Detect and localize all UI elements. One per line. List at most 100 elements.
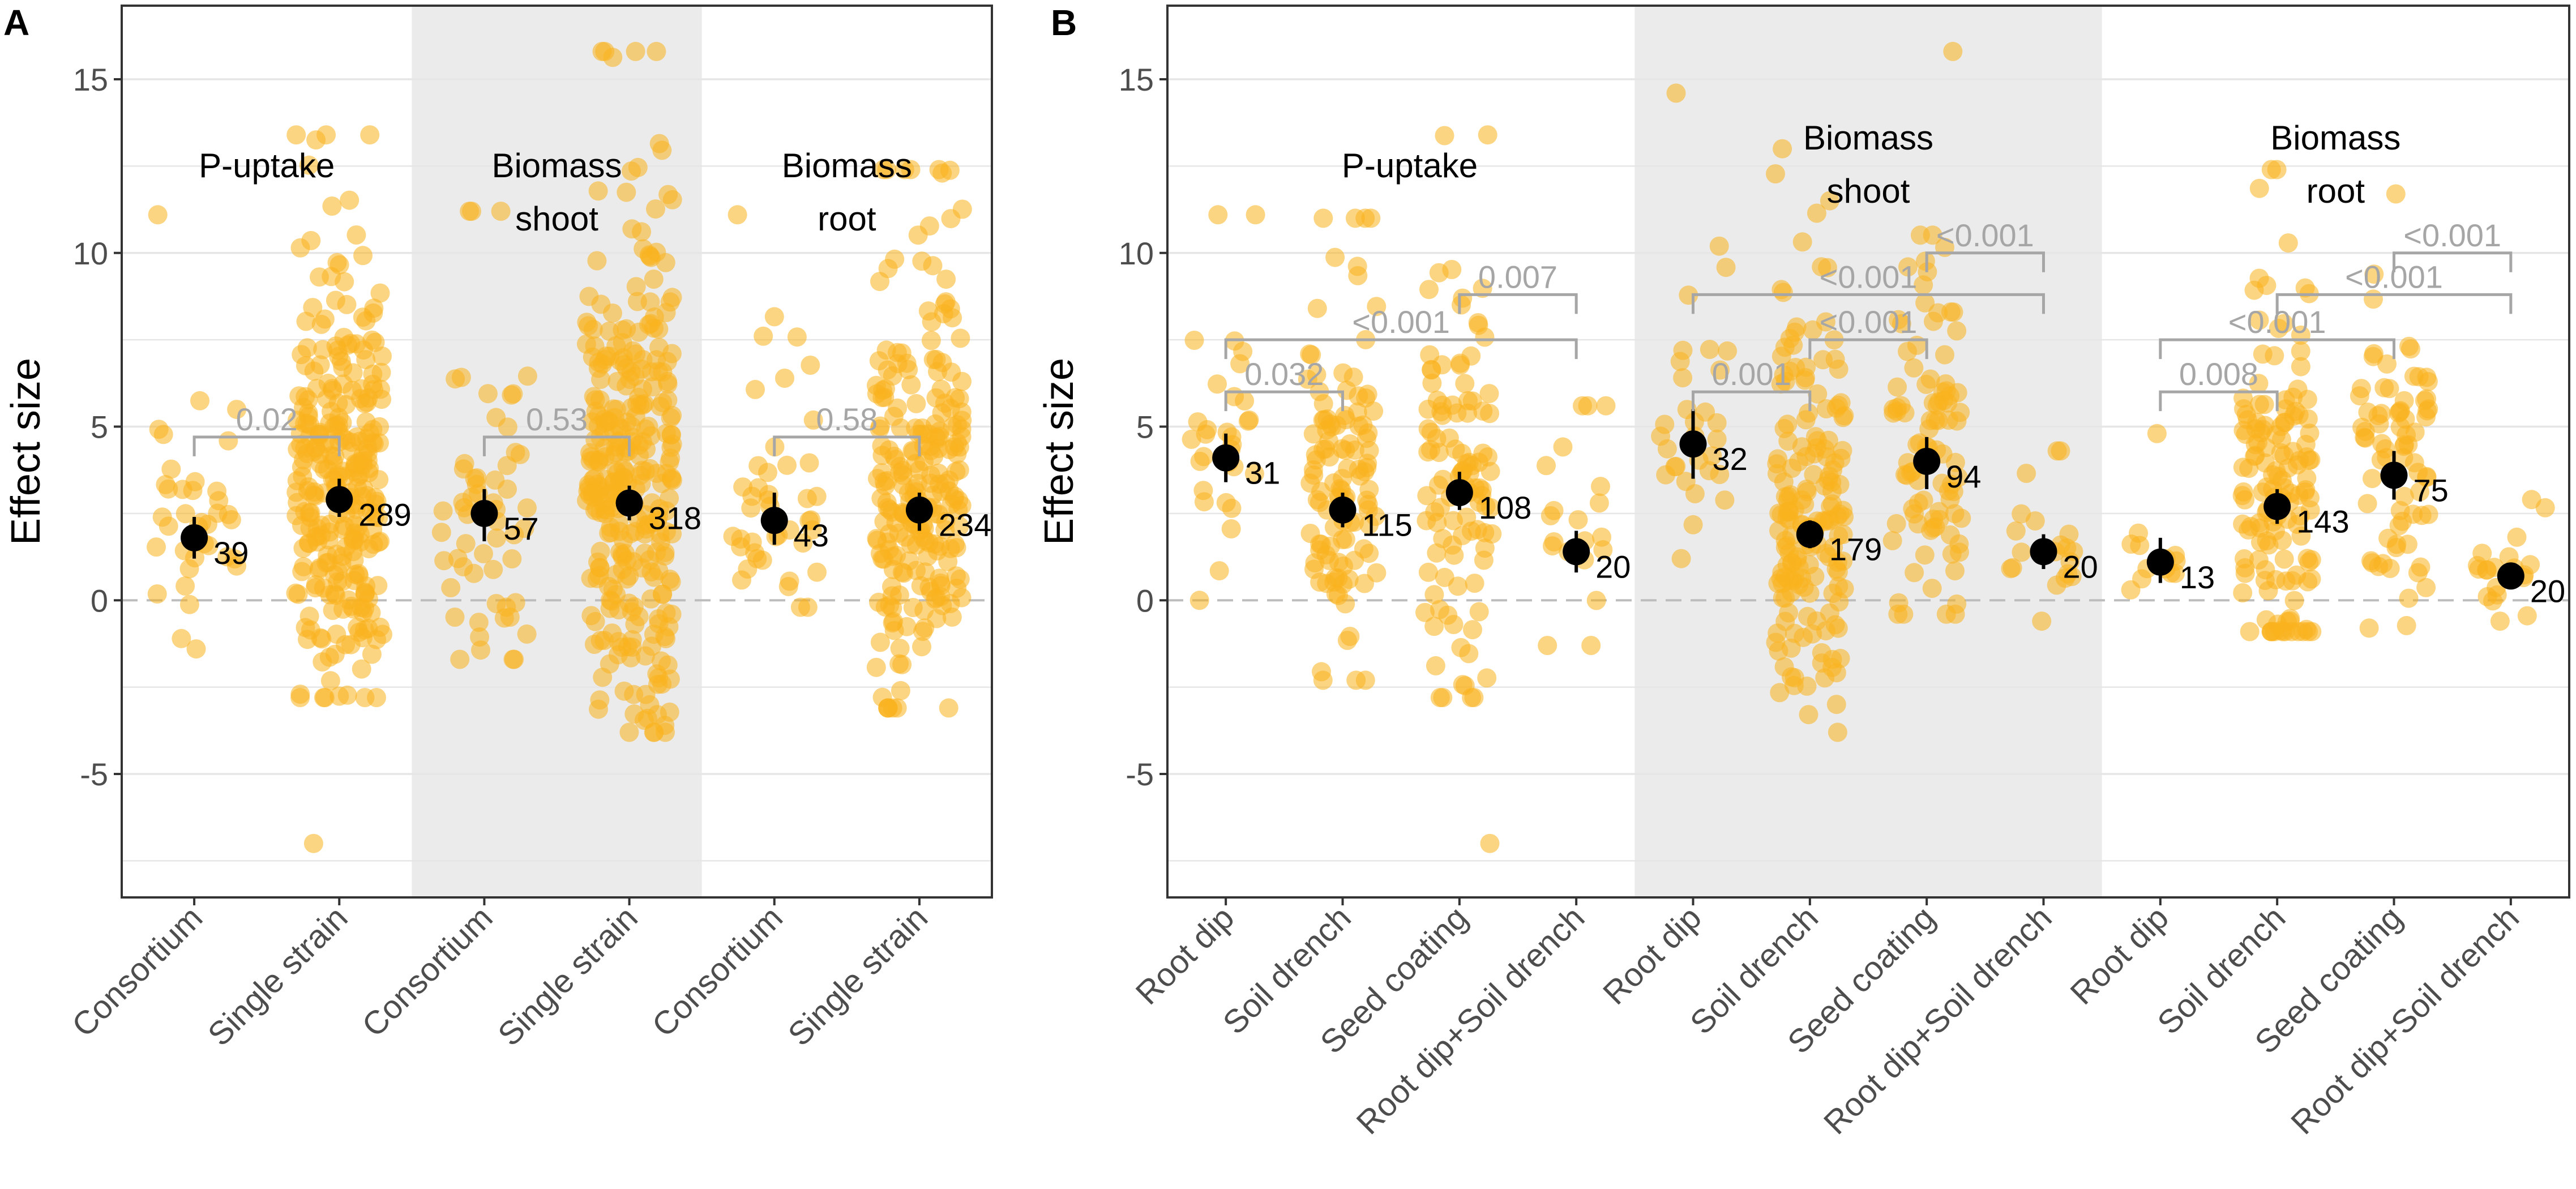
data-point — [1544, 532, 1564, 551]
data-point — [153, 425, 173, 444]
data-point — [1914, 275, 1933, 295]
data-point — [797, 489, 817, 508]
data-point — [2296, 619, 2316, 639]
significance-bracket — [1224, 338, 1578, 360]
data-point — [2355, 427, 2374, 447]
data-point — [1882, 531, 1902, 550]
data-point — [307, 379, 327, 398]
data-point — [2291, 526, 2311, 546]
data-point — [1774, 365, 1794, 384]
data-point — [590, 390, 610, 410]
data-point — [504, 525, 524, 545]
data-point — [2507, 527, 2527, 547]
data-point — [350, 524, 370, 544]
data-point — [1915, 293, 1935, 313]
data-point — [1479, 384, 1499, 404]
data-point — [2300, 500, 2320, 520]
data-point — [366, 494, 386, 514]
data-point — [161, 459, 181, 479]
data-point — [2399, 336, 2419, 356]
data-point — [612, 545, 632, 564]
data-point — [2232, 486, 2252, 506]
data-point — [883, 698, 902, 718]
data-point — [2521, 555, 2540, 575]
data-point — [1945, 561, 1965, 581]
data-point — [639, 315, 658, 335]
data-point — [577, 313, 597, 332]
data-point — [949, 389, 969, 409]
data-point — [2298, 409, 2318, 429]
data-point — [370, 283, 390, 303]
data-point — [367, 688, 386, 707]
data-point — [456, 534, 476, 554]
data-point — [306, 578, 325, 598]
data-point — [2417, 468, 2437, 487]
data-point — [433, 501, 453, 521]
data-point — [931, 379, 951, 399]
p-value-label: <0.001 — [1820, 259, 1918, 294]
y-axis-title: Effect size — [1037, 358, 1082, 545]
p-value-label: 0.032 — [1244, 356, 1324, 392]
data-point — [1538, 636, 1557, 655]
data-point — [1947, 594, 1967, 614]
data-point — [2351, 379, 2371, 399]
data-point — [1816, 312, 1835, 332]
data-point — [652, 674, 672, 694]
data-point — [872, 446, 892, 465]
data-point — [1325, 247, 1345, 267]
data-point — [345, 564, 365, 584]
data-point — [2398, 534, 2417, 554]
data-point — [470, 627, 490, 647]
sample-size-label: 234 — [939, 507, 991, 543]
data-point — [754, 326, 773, 346]
data-point — [1831, 448, 1851, 468]
data-point — [1307, 365, 1326, 384]
data-point — [1444, 545, 1464, 565]
data-point — [1334, 556, 1353, 576]
data-point — [1480, 833, 1500, 853]
data-point — [320, 671, 340, 691]
data-point — [303, 298, 323, 318]
data-point — [1427, 390, 1447, 410]
data-point — [1589, 493, 1609, 513]
plot-border — [1166, 5, 2570, 899]
data-point — [936, 270, 956, 289]
data-point — [932, 163, 952, 183]
sample-size-label: 318 — [649, 500, 701, 536]
data-point — [2265, 622, 2284, 641]
data-point — [306, 130, 326, 150]
mean-point — [470, 499, 498, 527]
data-point — [906, 394, 926, 413]
data-point — [1676, 472, 1696, 491]
data-point — [1311, 482, 1330, 502]
data-point — [1455, 374, 1475, 394]
data-point — [445, 608, 465, 627]
data-point — [1429, 263, 1449, 283]
data-point — [2377, 354, 2397, 374]
data-point — [1300, 344, 1320, 364]
data-point — [337, 294, 357, 314]
data-point — [723, 527, 743, 546]
y-tick-label: 10 — [73, 236, 108, 271]
data-point — [2380, 559, 2400, 578]
data-point — [1834, 406, 1854, 426]
data-point — [1359, 440, 1379, 460]
mean-point — [1563, 538, 1590, 566]
data-point — [617, 182, 636, 202]
significance-bracket — [1692, 293, 2045, 314]
data-point — [584, 635, 604, 654]
data-point — [2284, 591, 2304, 610]
p-value-label: 0.58 — [816, 401, 878, 437]
data-point — [1581, 636, 1601, 655]
sample-size-label: 179 — [1829, 532, 1882, 567]
y-tick-label: 15 — [1119, 62, 1154, 97]
data-point — [2253, 482, 2273, 502]
data-point — [1716, 258, 1736, 277]
data-point — [1336, 440, 1355, 460]
data-point — [1780, 328, 1800, 348]
data-point — [2386, 184, 2406, 204]
data-point — [286, 125, 306, 145]
data-point — [2233, 583, 2253, 602]
data-point — [217, 547, 237, 567]
data-point — [462, 202, 481, 221]
